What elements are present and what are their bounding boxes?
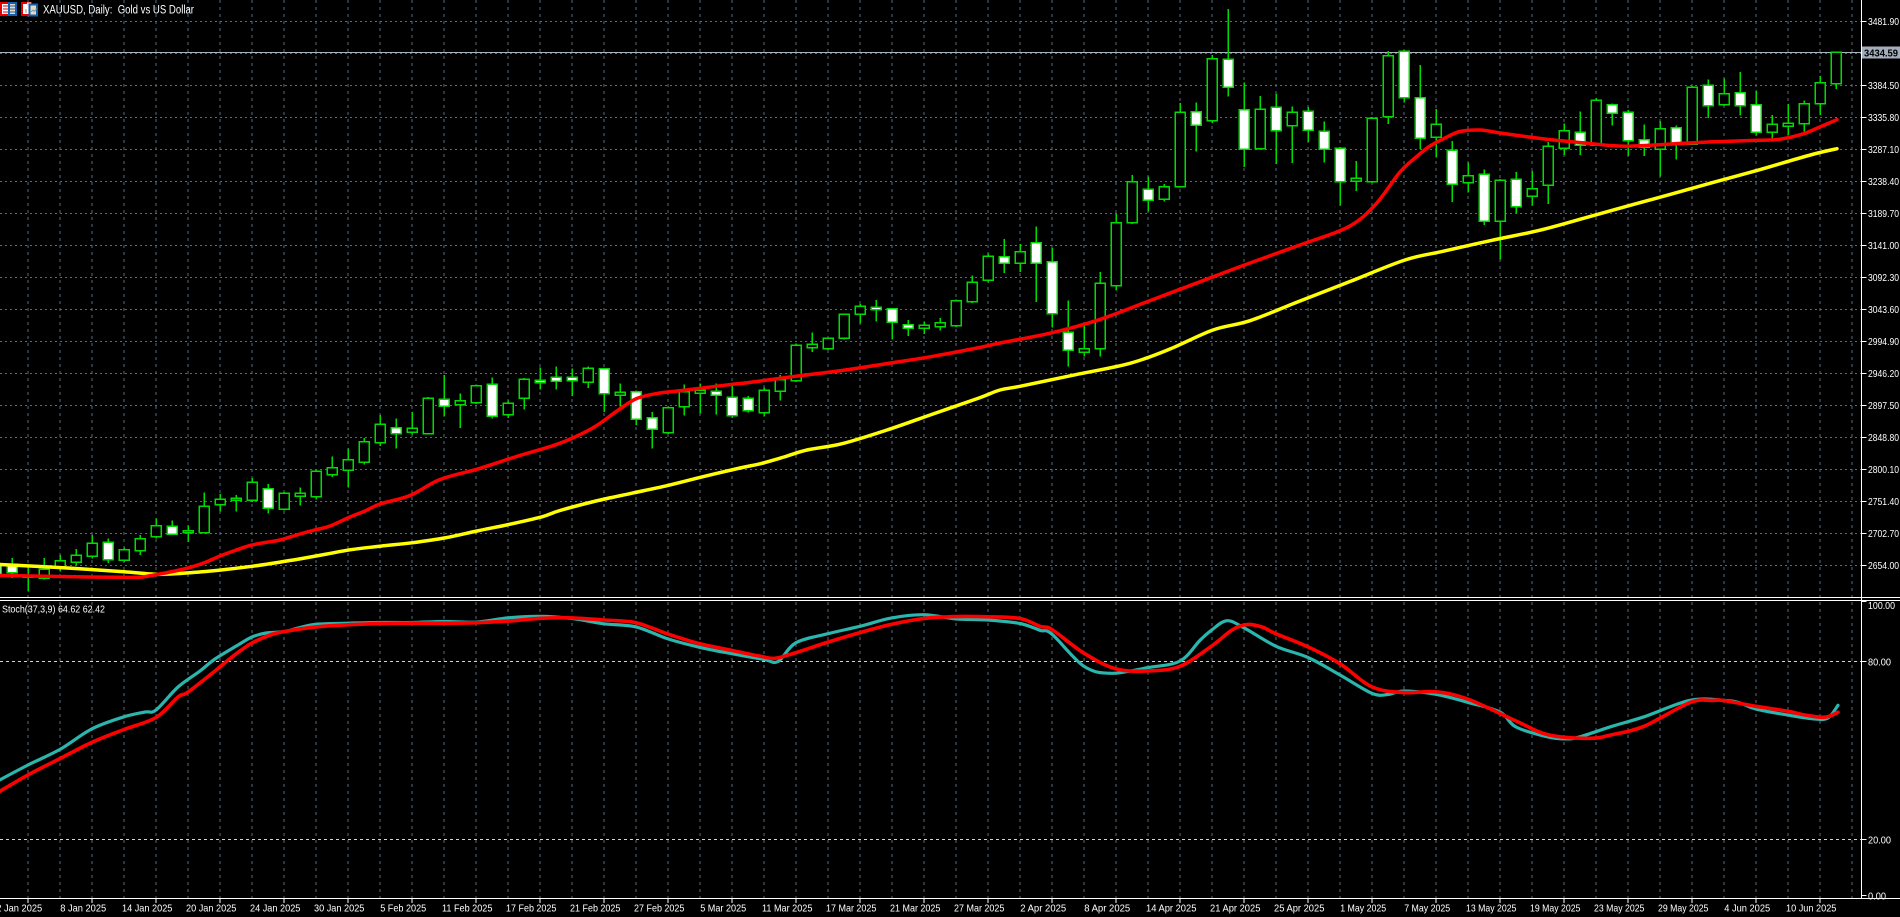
- svg-text:27 Mar 2025: 27 Mar 2025: [954, 903, 1005, 915]
- svg-text:27 Feb 2025: 27 Feb 2025: [634, 903, 685, 915]
- svg-text:11 Feb 2025: 11 Feb 2025: [442, 903, 493, 915]
- svg-text:XAUUSD, Daily: Gold vs US Dol: XAUUSD, Daily: Gold vs US Dollar: [43, 5, 194, 17]
- svg-text:100.00: 100.00: [1868, 600, 1895, 612]
- svg-text:20.00: 20.00: [1868, 834, 1891, 846]
- svg-text:23 May 2025: 23 May 2025: [1594, 903, 1645, 915]
- svg-text:2 Apr 2025: 2 Apr 2025: [1020, 903, 1066, 915]
- svg-text:25 Apr 2025: 25 Apr 2025: [1274, 903, 1325, 915]
- svg-text:5 Feb 2025: 5 Feb 2025: [380, 903, 426, 915]
- svg-text:2848.80: 2848.80: [1868, 432, 1899, 444]
- svg-text:3092.30: 3092.30: [1868, 272, 1899, 284]
- svg-text:19 May 2025: 19 May 2025: [1530, 903, 1581, 915]
- svg-text:3141.00: 3141.00: [1868, 240, 1899, 252]
- svg-text:1 May 2025: 1 May 2025: [1340, 903, 1386, 915]
- svg-text:2702.70: 2702.70: [1868, 528, 1899, 540]
- svg-text:2654.00: 2654.00: [1868, 560, 1899, 572]
- svg-text:17 Mar 2025: 17 Mar 2025: [826, 903, 877, 915]
- svg-text:3238.40: 3238.40: [1868, 176, 1899, 188]
- svg-text:5 Mar 2025: 5 Mar 2025: [700, 903, 746, 915]
- svg-text:3335.80: 3335.80: [1868, 112, 1899, 124]
- svg-text:14 Jan 2025: 14 Jan 2025: [122, 903, 173, 915]
- svg-text:14 Apr 2025: 14 Apr 2025: [1146, 903, 1197, 915]
- svg-text:3434.59: 3434.59: [1864, 47, 1898, 59]
- svg-text:7 May 2025: 7 May 2025: [1404, 903, 1450, 915]
- svg-text:3287.10: 3287.10: [1868, 144, 1899, 156]
- svg-text:29 May 2025: 29 May 2025: [1658, 903, 1709, 915]
- svg-text:Stoch(37,3,9) 64.62 62.42: Stoch(37,3,9) 64.62 62.42: [2, 604, 105, 616]
- svg-text:3481.90: 3481.90: [1868, 16, 1899, 28]
- svg-text:0.00: 0.00: [1868, 890, 1886, 902]
- svg-text:8 Jan 2025: 8 Jan 2025: [60, 903, 106, 915]
- svg-text:3043.60: 3043.60: [1868, 304, 1899, 316]
- svg-text:4 Jun 2025: 4 Jun 2025: [1724, 903, 1770, 915]
- svg-text:21 Mar 2025: 21 Mar 2025: [890, 903, 941, 915]
- svg-text:2800.10: 2800.10: [1868, 464, 1899, 476]
- svg-text:3189.70: 3189.70: [1868, 208, 1899, 220]
- svg-text:21 Apr 2025: 21 Apr 2025: [1210, 903, 1261, 915]
- svg-text:3384.50: 3384.50: [1868, 80, 1899, 92]
- svg-text:11 Mar 2025: 11 Mar 2025: [762, 903, 813, 915]
- svg-text:17 Feb 2025: 17 Feb 2025: [506, 903, 557, 915]
- svg-text:20 Jan 2025: 20 Jan 2025: [186, 903, 237, 915]
- svg-text:13 May 2025: 13 May 2025: [1466, 903, 1517, 915]
- svg-text:2946.20: 2946.20: [1868, 368, 1899, 380]
- svg-text:80.00: 80.00: [1868, 656, 1891, 668]
- svg-text:2994.90: 2994.90: [1868, 336, 1899, 348]
- svg-text:10 Jun 2025: 10 Jun 2025: [1786, 903, 1837, 915]
- svg-text:2 Jan 2025: 2 Jan 2025: [0, 903, 42, 915]
- svg-text:2751.40: 2751.40: [1868, 496, 1899, 508]
- svg-text:21 Feb 2025: 21 Feb 2025: [570, 903, 621, 915]
- svg-text:8 Apr 2025: 8 Apr 2025: [1084, 903, 1130, 915]
- svg-text:30 Jan 2025: 30 Jan 2025: [314, 903, 365, 915]
- svg-text:24 Jan 2025: 24 Jan 2025: [250, 903, 301, 915]
- svg-text:2897.50: 2897.50: [1868, 400, 1899, 412]
